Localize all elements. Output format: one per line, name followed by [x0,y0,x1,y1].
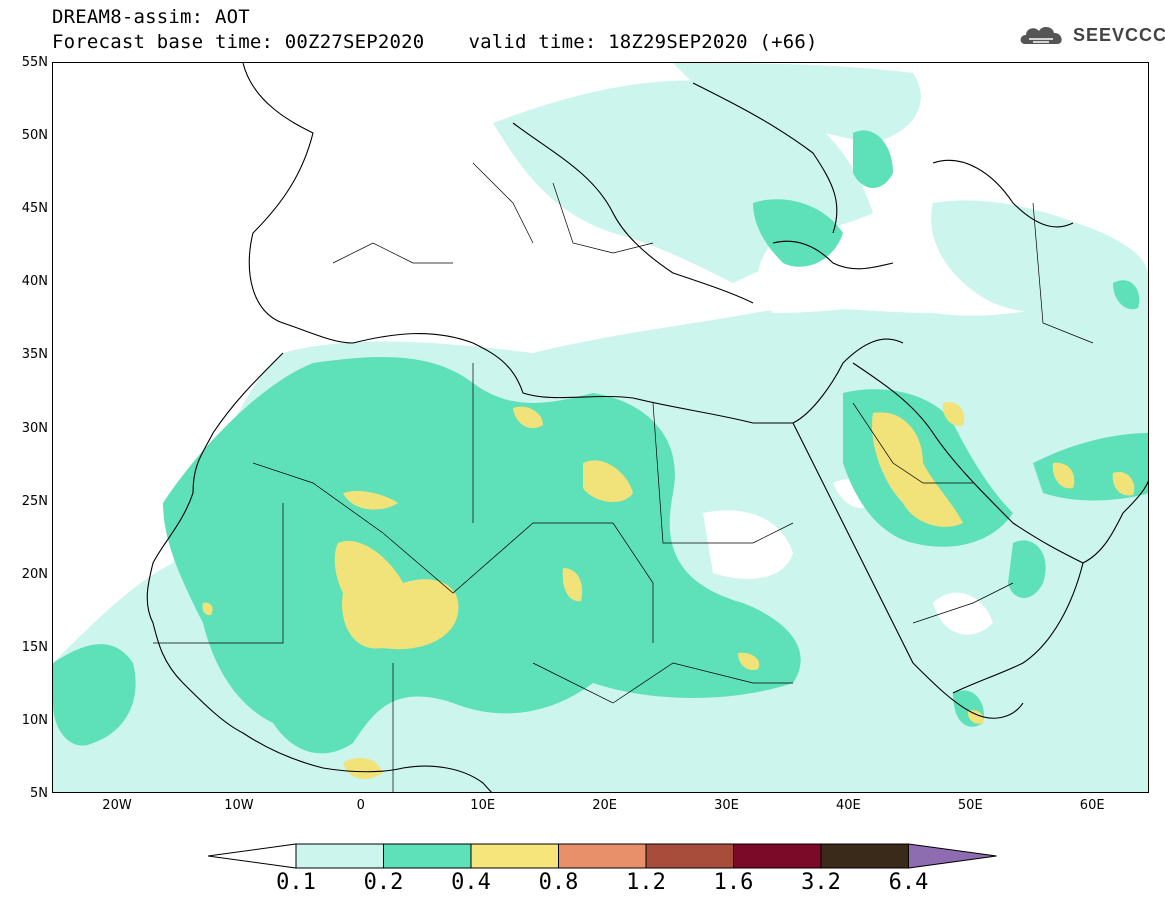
colorbar-swatch [558,843,647,869]
lat-tick-label: 40N [21,274,48,290]
colorbar-swatch [383,843,472,869]
map-title: DREAM8-assim: AOT [52,6,250,28]
lat-tick-label: 45N [21,201,48,217]
coastlines [146,63,1148,792]
time-info: Forecast base time: 00Z27SEP2020 valid ti… [52,31,818,53]
lon-tick-label: 10E [470,798,496,813]
colorbar-high-arrow [908,843,997,869]
colorbar-level-label: 0.1 [276,870,316,895]
lon-tick-label: 20E [592,798,617,813]
colorbar-level-label: 3.2 [801,870,841,895]
logo-text: SEEVCCC [1073,24,1165,45]
colorbar-level-label: 1.6 [713,870,754,895]
aot-clear-areas [53,63,993,635]
aot-map [52,62,1149,793]
lon-tick-label: 30E [714,798,739,813]
colorbar-swatch [645,843,734,869]
lon-tick-label: 0 [356,798,365,813]
lon-tick-label: 60E [1079,798,1105,813]
lat-tick-label: 55N [21,55,48,70]
lon-tick-label: 10W [224,798,254,813]
lat-tick-label: 10N [21,712,48,728]
colorbar-level-label: 0.8 [538,870,579,895]
colorbar-swatch [470,843,559,869]
lat-tick-label: 5N [30,786,48,801]
colorbar-level-label: 0.2 [363,870,404,895]
colorbar-swatches [207,843,997,869]
country-borders [153,162,1094,792]
lon-tick-label: 50E [957,798,983,813]
colorbar-level-label: 0.4 [451,870,491,895]
aot-mid-field [53,130,1148,754]
colorbar-level-label: 6.4 [888,870,929,895]
colorbar-swatch [820,843,909,869]
lat-tick-label: 20N [21,566,48,582]
colorbar-level-label: 1.2 [626,870,666,895]
colorbar-low-arrow [207,843,297,869]
lon-tick-label: 20W [102,798,132,813]
lon-tick-label: 40E [836,798,861,813]
valid-time: valid time: 18Z29SEP2020 (+66) [468,31,818,53]
colorbar-swatch [295,843,384,869]
map-canvas [53,63,1148,792]
colorbar-swatch [733,843,822,869]
lat-tick-label: 50N [21,128,48,144]
lat-tick-label: 15N [21,639,48,655]
lat-tick-label: 30N [21,420,48,436]
colorbar [207,843,998,873]
seevccc-logo: SEEVCCC [1017,22,1165,48]
base-time: Forecast base time: 00Z27SEP2020 [52,31,425,53]
lat-tick-label: 35N [21,347,48,363]
cloud-icon [1020,27,1062,44]
lat-tick-label: 25N [21,493,48,509]
aot-high-field [202,402,1135,779]
